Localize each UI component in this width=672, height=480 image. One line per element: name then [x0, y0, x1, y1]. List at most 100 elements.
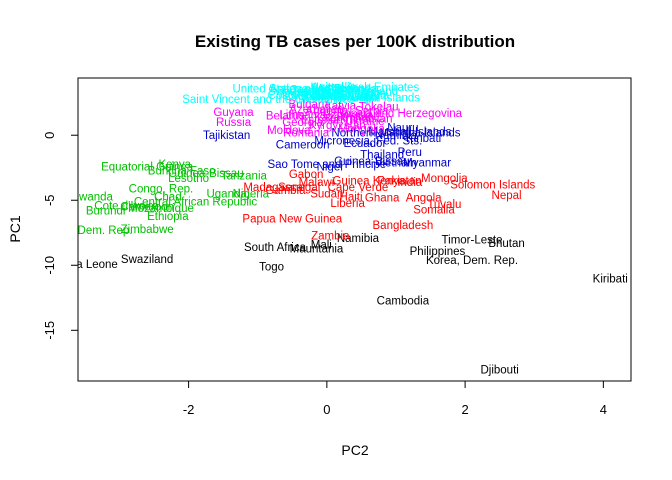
point-label-cluster-1: Sierra Leone [52, 259, 118, 271]
point-label-cluster-4: Ecuador [343, 138, 386, 150]
y-tick-label: -10 [42, 256, 57, 275]
point-label-cluster-6: United States of America [232, 83, 359, 95]
point-label-cluster-1: Togo [259, 262, 284, 274]
point-label-cluster-5: Armenia [305, 106, 348, 118]
point-label-cluster-3: Cote d'Ivoire [94, 200, 158, 212]
point-label-cluster-3: Guinea-Bissau [168, 168, 243, 180]
point-label-cluster-5: Georgia [282, 117, 324, 129]
point-label-cluster-4: Guinea-Bissau [334, 156, 409, 168]
point-label-cluster-3: Nigeria [233, 189, 270, 201]
point-label-cluster-4: Myanmar [403, 158, 451, 170]
x-tick-label: 0 [323, 402, 330, 417]
point-label-cluster-6: Virgin Islands [351, 93, 420, 105]
point-label-cluster-1: South Africa [244, 242, 307, 254]
x-tick-label: 4 [600, 402, 607, 417]
point-label-cluster-5: Moldova [267, 125, 311, 137]
point-label-cluster-3: Ethiopia [147, 211, 189, 223]
point-label-cluster-2: Papua New Guinea [242, 213, 342, 225]
point-label-cluster-5: Latvia [325, 100, 356, 112]
point-label-cluster-1: Bhutan [488, 238, 524, 250]
point-label-cluster-5: Estonia [301, 115, 340, 127]
point-label-cluster-4: Niger [317, 161, 345, 173]
y-axis: -15 -10 -5 0 [42, 132, 78, 340]
plot-frame [77, 77, 632, 382]
point-label-cluster-6: Malta [361, 90, 390, 102]
point-label-cluster-6: Netherlands [317, 91, 379, 103]
point-label-cluster-6: Costa Rica [268, 90, 325, 102]
point-label-cluster-6: Australia [311, 82, 356, 94]
point-label-cluster-6: Iceland [305, 86, 342, 98]
point-label-cluster-5: Kazakhstan [314, 112, 374, 124]
point-label-cluster-2: Nepal [492, 190, 522, 202]
y-tick-label: -15 [42, 321, 57, 340]
point-label-cluster-4: Namibia [375, 130, 418, 142]
point-label-cluster-1: Kiribati [593, 273, 628, 285]
point-label-cluster-6: Cuba [351, 93, 379, 105]
point-label-cluster-4: Nauru [387, 122, 418, 134]
point-label-cluster-5: Turkmenistan [323, 113, 392, 125]
point-label-cluster-2: Gambia [265, 185, 306, 197]
point-label-cluster-4: Peru [398, 147, 422, 159]
point-label-cluster-3: Lesotho [168, 173, 209, 185]
point-label-cluster-3: Rwanda [71, 191, 114, 203]
point-label-cluster-5: Lithuania [279, 109, 326, 121]
point-label-cluster-2: Malawi [299, 177, 335, 189]
point-label-cluster-3: Burundi [86, 206, 126, 218]
point-label-cluster-4: Marshall Islands [368, 126, 451, 138]
point-label-cluster-4: Cameroon [276, 139, 330, 151]
point-label-cluster-5: Azerbaijan [289, 104, 343, 116]
point-label-cluster-1: Philippines [410, 246, 466, 258]
point-label-cluster-6: Luxembourg [305, 93, 369, 105]
point-label-cluster-6: Saint Lucia [312, 90, 370, 102]
x-axis: -2 0 2 4 [183, 381, 607, 417]
point-label-cluster-1: Timor-Leste [442, 234, 503, 246]
point-label-cluster-3: Mozambique [128, 203, 194, 215]
point-label-cluster-6: Barbados [337, 89, 386, 101]
x-tick-label: 2 [461, 402, 468, 417]
point-label-cluster-3: Kenya [158, 159, 191, 171]
point-label-cluster-2: Ghana [365, 193, 400, 205]
point-label-cluster-6: Jamaica [309, 87, 352, 99]
point-label-cluster-2: Liberia [330, 198, 365, 210]
point-label-cluster-3: Uganda [206, 189, 247, 201]
point-label-cluster-2: Somalia [413, 204, 455, 216]
point-label-cluster-2: Zambia [311, 230, 350, 242]
point-label-cluster-6: Canada [289, 85, 330, 97]
point-label-cluster-1: Swaziland [121, 254, 173, 266]
point-label-cluster-5: Bulgaria [288, 99, 331, 111]
point-label-cluster-4: Sao Tome and Principe [267, 159, 386, 171]
point-label-cluster-3: Congo, Rep. [129, 184, 194, 196]
point-label-cluster-6: Saint Vincent and the Grenadines [182, 94, 354, 106]
point-label-cluster-1: Mauritania [290, 243, 344, 255]
point-label-cluster-4: Micronesia, Fed. Sts. [314, 135, 422, 147]
point-label-cluster-6: Norway [332, 83, 371, 95]
point-label-cluster-6: United Arab Emirates [311, 82, 420, 94]
point-label-cluster-6: Cyprus [284, 91, 321, 103]
point-label-cluster-4: Kiribati [406, 133, 441, 145]
point-label-cluster-2: Tuvalu [427, 199, 461, 211]
point-label-cluster-2: Bangladesh [373, 220, 434, 232]
point-label-cluster-5: Serbia [355, 106, 389, 118]
point-label-cluster-6: Dominica [282, 89, 331, 101]
point-label-cluster-6: Switzerland [339, 86, 398, 98]
point-label-cluster-2: Cape Verde [328, 182, 389, 194]
point-label-cluster-3: Zimbabwe [121, 224, 174, 236]
point-label-cluster-2: Kenya [373, 176, 406, 188]
point-label-cluster-5: Guyana [213, 107, 254, 119]
point-label-cluster-6: Antigua and Barbuda [269, 83, 378, 95]
point-label-cluster-5: Mongolia [338, 124, 385, 136]
y-axis-label: PC1 [7, 215, 23, 242]
point-label-cluster-5: Kyrgyzstan [309, 120, 366, 132]
point-label-cluster-4: Tajikistan [203, 130, 250, 142]
point-label-cluster-1: Djibouti [480, 364, 518, 376]
point-label-cluster-2: Haiti [340, 191, 363, 203]
point-label-cluster-2: Senegal [278, 182, 320, 194]
point-label-cluster-3: Chad [154, 191, 182, 203]
point-label-cluster-6: Bahamas [327, 85, 376, 97]
point-label-cluster-2: Mongolia [421, 173, 468, 185]
point-label-cluster-3: Congo, Dem. Rep. [37, 225, 132, 237]
point-label-cluster-3: Equatorial Guinea [101, 161, 194, 173]
x-axis-label: PC2 [341, 442, 368, 458]
